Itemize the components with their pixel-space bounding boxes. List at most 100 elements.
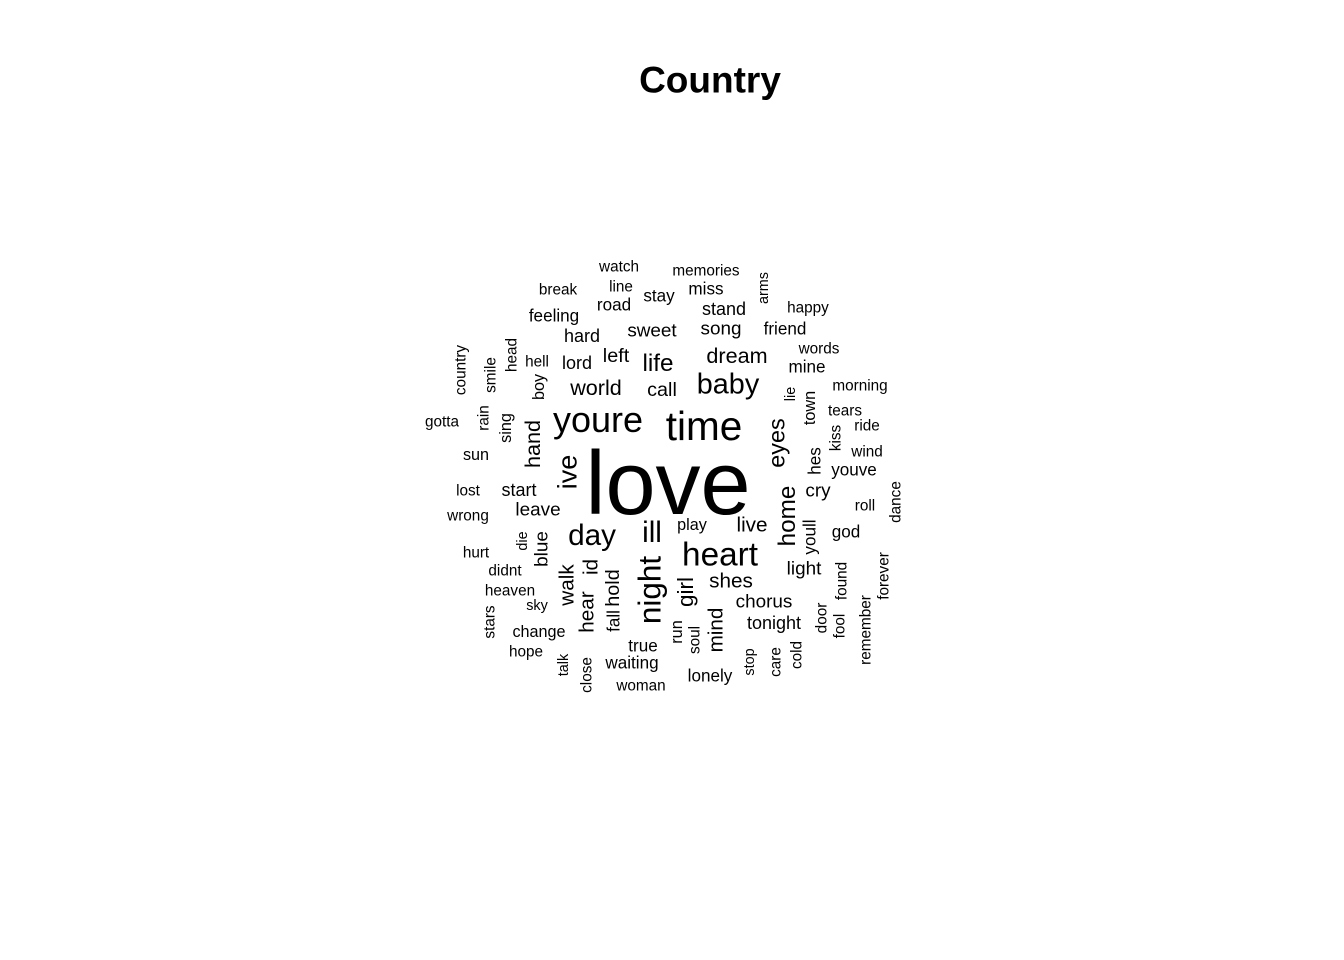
word-night: night [631, 555, 668, 625]
word-mine: mine [788, 357, 826, 377]
word-youre: youre [552, 399, 644, 440]
word-gotta: gotta [424, 413, 460, 431]
word-miss: miss [688, 279, 724, 299]
word-hand: hand [520, 419, 546, 469]
word-hear: hear [575, 591, 599, 633]
word-tears: tears [827, 402, 863, 420]
word-stand: stand [701, 299, 747, 319]
word-leave: leave [515, 499, 561, 521]
word-stay: stay [643, 286, 675, 306]
word-lonely: lonely [687, 666, 733, 686]
word-hold: hold [602, 569, 625, 607]
word-talk: talk [555, 653, 572, 677]
word-break: break [538, 281, 578, 299]
word-blue: blue [531, 531, 553, 567]
word-care: care [767, 647, 785, 677]
word-morning: morning [832, 377, 888, 395]
word-happy: happy [787, 299, 829, 317]
word-kiss: kiss [827, 424, 845, 452]
word-light: light [786, 558, 822, 580]
word-head: head [503, 337, 521, 373]
word-left: left [602, 345, 630, 368]
word-run: run [667, 620, 686, 644]
word-youll: youll [800, 519, 820, 555]
word-god: god [831, 522, 861, 542]
word-forever: forever [875, 552, 893, 600]
word-live: live [736, 513, 768, 537]
word-call: call [647, 379, 677, 402]
word-roll: roll [854, 497, 876, 515]
word-heart: heart [682, 536, 758, 574]
word-soul: soul [686, 625, 704, 655]
word-ill: ill [642, 516, 662, 550]
word-youve: youve [831, 460, 877, 480]
word-door: door [813, 602, 831, 634]
word-start: start [501, 480, 537, 500]
word-hard: hard [563, 326, 601, 346]
word-stop: stop [741, 648, 758, 676]
word-hurt: hurt [462, 544, 490, 562]
word-found: found [833, 561, 851, 601]
word-baby: baby [696, 368, 760, 401]
word-song: song [700, 318, 742, 340]
word-heaven: heaven [484, 582, 536, 600]
word-true: true [628, 636, 658, 656]
word-die: die [514, 531, 531, 551]
word-memories: memories [672, 262, 740, 280]
word-id: id [579, 558, 603, 576]
word-lie: lie [782, 386, 799, 402]
word-rain: rain [475, 405, 493, 431]
word-lost: lost [456, 482, 480, 500]
word-arms: arms [755, 272, 772, 304]
word-wind: wind [851, 443, 883, 461]
word-sky: sky [526, 597, 548, 614]
word-feeling: feeling [528, 306, 580, 326]
word-hope: hope [508, 643, 544, 661]
word-hell: hell [525, 353, 549, 371]
word-sing: sing [496, 413, 515, 443]
word-day: day [568, 519, 616, 553]
word-smile: smile [482, 357, 500, 393]
word-wrong: wrong [447, 507, 489, 525]
word-world: world [570, 375, 622, 401]
word-life: life [642, 349, 674, 377]
word-fool: fool [831, 613, 849, 639]
word-play: play [677, 515, 707, 534]
word-time: time [665, 402, 743, 449]
word-country: country [452, 344, 470, 396]
word-eyes: eyes [763, 418, 790, 468]
word-girl: girl [672, 576, 698, 608]
chart-title: Country [639, 59, 781, 101]
word-tonight: tonight [746, 613, 802, 633]
word-dance: dance [887, 481, 905, 523]
word-cry: cry [805, 480, 831, 502]
word-cold: cold [788, 640, 806, 670]
word-ive: ive [552, 454, 583, 490]
word-sweet: sweet [627, 320, 677, 342]
word-stars: stars [481, 605, 499, 639]
word-change: change [512, 622, 566, 641]
word-road: road [596, 295, 632, 315]
word-friend: friend [763, 319, 807, 339]
word-line: line [609, 278, 633, 296]
word-close: close [578, 657, 596, 693]
word-watch: watch [599, 258, 639, 276]
word-sun: sun [462, 445, 490, 464]
word-chorus: chorus [735, 591, 793, 613]
word-didnt: didnt [488, 562, 522, 580]
word-dream: dream [706, 343, 768, 369]
word-shes: shes [709, 569, 753, 593]
word-hes: hes [805, 447, 825, 475]
word-remember: remember [857, 595, 875, 665]
word-waiting: waiting [605, 653, 659, 673]
word-woman: woman [616, 677, 666, 695]
word-love: love [585, 434, 751, 534]
word-home: home [773, 485, 801, 547]
word-ride: ride [854, 417, 880, 435]
word-words: words [798, 340, 840, 358]
word-lord: lord [561, 353, 593, 373]
word-fall: fall [604, 610, 624, 632]
word-boy: boy [529, 373, 548, 401]
word-mind: mind [704, 607, 728, 653]
